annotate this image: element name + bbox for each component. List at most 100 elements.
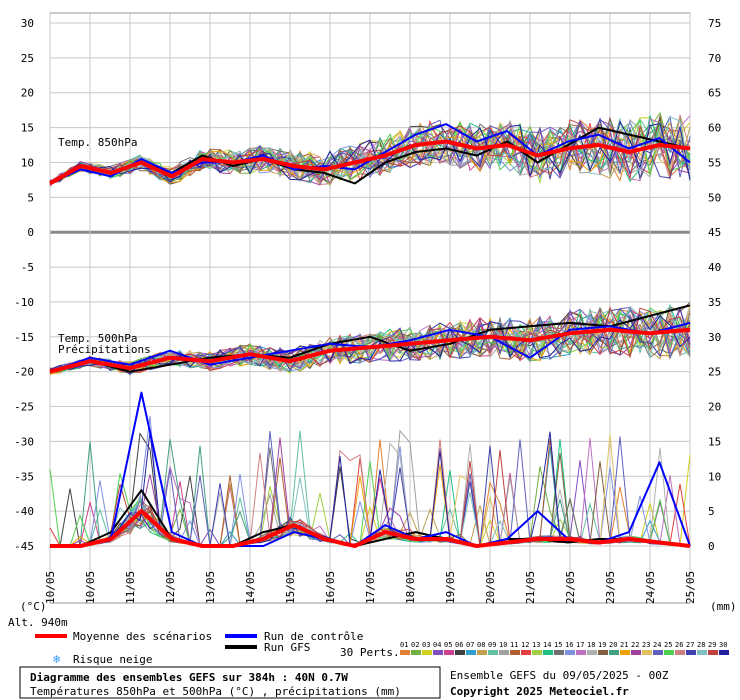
pert-legend-label: 28 — [697, 641, 705, 649]
pert-legend-swatch — [532, 650, 542, 655]
pert-legend-label: 30 — [719, 641, 727, 649]
pert-legend-swatch — [510, 650, 520, 655]
ensemble-line-t500 — [49, 313, 691, 373]
right-tick-label: 70 — [708, 52, 721, 65]
left-tick-label: 20 — [21, 87, 34, 100]
right-tick-label: 50 — [708, 191, 721, 204]
x-tick-label: 10/05 — [84, 571, 97, 604]
unit-left: (°C) — [20, 600, 47, 613]
left-tick-label: 10 — [21, 156, 34, 169]
pert-legend-swatch — [708, 650, 718, 655]
legend-control-label: Run de contrôle — [264, 630, 363, 643]
left-tick-label: 30 — [21, 17, 34, 30]
perturbation-legend: 01 02 03 04 05 06 07 08 09 10 11 12 13 14 15 16 17 18 19 20… — [400, 641, 729, 655]
pert-legend-label: 06 — [455, 641, 463, 649]
pert-legend-label: 20 — [609, 641, 617, 649]
legend-gfs-swatch — [225, 645, 257, 649]
pert-legend-label: 08 — [477, 641, 485, 649]
left-tick-label: 5 — [27, 191, 34, 204]
gfs-line-t500 — [49, 304, 691, 373]
pert-legend-swatch — [444, 650, 454, 655]
pert-legend-label: 03 — [422, 641, 430, 649]
pert-legend-label: 26 — [675, 641, 683, 649]
left-tick-label: -20 — [14, 366, 34, 379]
right-tick-label: 75 — [708, 17, 721, 30]
pert-legend-swatch — [565, 650, 575, 655]
pert-legend-swatch — [697, 650, 707, 655]
x-tick-label: 14/05 — [244, 571, 257, 604]
left-tick-label: -10 — [14, 296, 34, 309]
legend-perts-label: 30 Perts. — [340, 646, 400, 659]
pert-legend-swatch — [664, 650, 674, 655]
right-tick-label: 15 — [708, 435, 721, 448]
x-tick-label: 10/05 — [44, 571, 57, 604]
pert-legend-label: 19 — [598, 641, 606, 649]
left-tick-label: -15 — [14, 331, 34, 344]
x-tick-label: 16/05 — [324, 571, 337, 604]
x-tick-label: 19/05 — [444, 571, 457, 604]
pert-legend-label: 23 — [642, 641, 650, 649]
right-tick-label: 30 — [708, 331, 721, 344]
left-tick-label: -5 — [21, 261, 34, 274]
pert-legend-label: 01 — [400, 641, 408, 649]
pert-legend-swatch — [433, 650, 443, 655]
right-tick-label: 25 — [708, 366, 721, 379]
pert-legend-swatch — [620, 650, 630, 655]
pert-legend-swatch — [675, 650, 685, 655]
left-tick-label: 15 — [21, 122, 34, 135]
altitude-label: Alt. 940m — [8, 616, 68, 629]
chart-title: Diagramme des ensembles GEFS sur 384h : … — [30, 671, 348, 684]
pert-legend-swatch — [631, 650, 641, 655]
x-tick-label: 11/05 — [124, 571, 137, 604]
pert-legend-label: 11 — [510, 641, 518, 649]
pert-legend-swatch — [400, 650, 410, 655]
unit-right: (mm) — [710, 600, 737, 613]
left-tick-label: -25 — [14, 401, 34, 414]
label-precip: Précipitations — [58, 343, 151, 356]
left-tick-label: -35 — [14, 470, 34, 483]
mean-line-precip — [50, 509, 691, 548]
right-tick-label: 0 — [708, 540, 715, 553]
right-tick-label: 55 — [708, 156, 721, 169]
pert-legend-swatch — [455, 650, 465, 655]
legend-control-swatch — [225, 634, 257, 638]
x-tick-label: 20/05 — [484, 571, 497, 604]
mean-line-t850 — [49, 139, 691, 186]
x-tick-label: 18/05 — [404, 571, 417, 604]
ensemble-line-t500 — [49, 307, 691, 374]
x-tick-label: 21/05 — [524, 571, 537, 604]
pert-legend-label: 10 — [499, 641, 507, 649]
pert-legend-swatch — [609, 650, 619, 655]
main-series-lines — [49, 123, 691, 548]
right-tick-label: 60 — [708, 122, 721, 135]
pert-legend-label: 04 — [433, 641, 441, 649]
pert-legend-label: 15 — [554, 641, 562, 649]
pert-legend-label: 13 — [532, 641, 540, 649]
pert-legend-label: 22 — [631, 641, 639, 649]
pert-legend-swatch — [543, 650, 553, 655]
pert-legend-swatch — [598, 650, 608, 655]
pert-legend-label: 07 — [466, 641, 474, 649]
title-box — [19, 666, 441, 699]
pert-legend-swatch — [488, 650, 498, 655]
x-tick-label: 24/05 — [644, 571, 657, 604]
pert-legend-label: 14 — [543, 641, 551, 649]
right-tick-label: 35 — [708, 296, 721, 309]
pert-legend-label: 21 — [620, 641, 628, 649]
pert-legend-swatch — [411, 650, 421, 655]
pert-legend-label: 17 — [576, 641, 584, 649]
right-tick-label: 65 — [708, 87, 721, 100]
x-tick-label: 22/05 — [564, 571, 577, 604]
x-tick-label: 13/05 — [204, 571, 217, 604]
left-tick-label: -45 — [14, 540, 34, 553]
pert-legend-label: 09 — [488, 641, 496, 649]
pert-legend-swatch — [719, 650, 729, 655]
pert-legend-swatch — [422, 650, 432, 655]
legend-mean-swatch — [35, 634, 67, 638]
pert-legend-label: 05 — [444, 641, 452, 649]
x-tick-label: 12/05 — [164, 571, 177, 604]
label-temp-500: Temp. 500hPa — [58, 332, 137, 345]
pert-legend-swatch — [477, 650, 487, 655]
